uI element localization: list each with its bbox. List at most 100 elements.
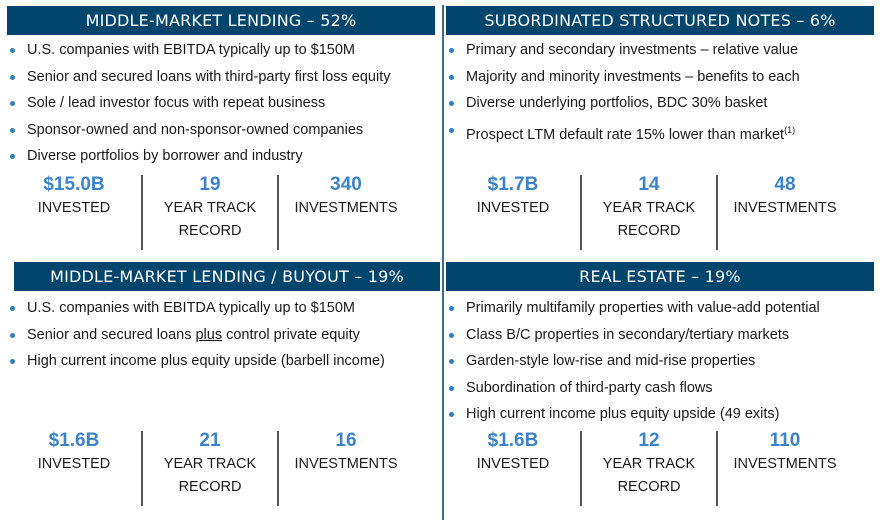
- stat-track-record: 21 YEAR TRACK RECORD: [143, 429, 277, 506]
- panel-middle-market-lending-buyout: MIDDLE-MARKET LENDING / BUYOUT – 19% U.S…: [10, 262, 440, 506]
- stat-invested: $1.7B INVESTED: [446, 173, 580, 250]
- stat-label: YEAR TRACK: [602, 200, 696, 216]
- list-item: Senior and secured loans plus control pr…: [7, 322, 440, 349]
- bullet-icon: [10, 101, 15, 106]
- stat-label: RECORD: [617, 223, 681, 239]
- stats-row: $1.7B INVESTED 14 YEAR TRACK RECORD 48 I…: [446, 173, 874, 250]
- stat-value: 21: [199, 430, 221, 451]
- bullet-icon: [10, 154, 15, 159]
- bullet-icon: [449, 74, 454, 80]
- stat-value: 12: [638, 430, 660, 451]
- list-item: High current income plus equity upside (…: [7, 348, 440, 375]
- panel-real-estate: REAL ESTATE – 19% Primarily multifamily …: [446, 262, 874, 506]
- stat-value: $1.6B: [487, 430, 539, 451]
- stat-value: 340: [330, 174, 362, 195]
- bullet-icon: [449, 306, 454, 311]
- stats-row: $15.0B INVESTED 19 YEAR TRACK RECORD 340…: [7, 173, 435, 250]
- stat-value: $1.7B: [487, 174, 539, 195]
- list-item: Diverse portfolios by borrower and indus…: [7, 143, 435, 170]
- panel-title: REAL ESTATE – 19%: [446, 262, 874, 291]
- stat-investments: 110 INVESTMENTS: [718, 429, 852, 506]
- bullet-list: Primarily multifamily properties with va…: [446, 295, 874, 428]
- stat-investments: 48 INVESTMENTS: [718, 173, 852, 250]
- bullet-list: Primary and secondary investments – rela…: [446, 37, 874, 143]
- panel-middle-market-lending: MIDDLE-MARKET LENDING – 52% U.S. compani…: [7, 6, 435, 250]
- stat-label: RECORD: [617, 479, 681, 495]
- stat-separator: [716, 175, 718, 250]
- stat-label: INVESTMENTS: [294, 456, 398, 472]
- stat-label: YEAR TRACK: [163, 456, 257, 472]
- stat-value: $15.0B: [43, 174, 105, 195]
- stat-invested: $15.0B INVESTED: [7, 173, 141, 250]
- bullet-icon: [10, 127, 15, 133]
- stat-track-record: 14 YEAR TRACK RECORD: [582, 173, 716, 250]
- panel-title: MIDDLE-MARKET LENDING – 52%: [7, 6, 435, 35]
- bullet-list: U.S. companies with EBITDA typically up …: [7, 37, 435, 170]
- stats-row: $1.6B INVESTED 21 YEAR TRACK RECORD 16 I…: [7, 429, 435, 506]
- bullet-icon: [10, 48, 15, 53]
- bullet-list: U.S. companies with EBITDA typically up …: [7, 295, 440, 375]
- stat-investments: 340 INVESTMENTS: [279, 173, 413, 250]
- bullet-icon: [449, 385, 454, 391]
- stat-label: INVESTMENTS: [294, 200, 398, 216]
- stat-label: INVESTED: [476, 200, 550, 216]
- bullet-icon: [449, 359, 454, 364]
- bullet-icon: [10, 359, 15, 364]
- panel-title: MIDDLE-MARKET LENDING / BUYOUT – 19%: [14, 262, 440, 291]
- column-divider: [442, 5, 444, 520]
- bullet-icon: [449, 127, 454, 133]
- stat-investments: 16 INVESTMENTS: [279, 429, 413, 506]
- stat-separator: [141, 431, 143, 506]
- panel-title: SUBORDINATED STRUCTURED NOTES – 6%: [446, 6, 874, 35]
- list-item: Diverse underlying portfolios, BDC 30% b…: [446, 90, 874, 117]
- stat-separator: [580, 175, 582, 250]
- stat-value: 48: [774, 174, 796, 195]
- stat-invested: $1.6B INVESTED: [7, 429, 141, 506]
- stat-label: INVESTMENTS: [733, 200, 837, 216]
- list-item: Senior and secured loans with third-part…: [7, 64, 435, 91]
- list-item: Subordination of third-party cash flows: [446, 375, 874, 402]
- list-item: Sole / lead investor focus with repeat b…: [7, 90, 435, 117]
- stat-separator: [277, 431, 279, 506]
- stat-value: $1.6B: [48, 430, 100, 451]
- stat-label: RECORD: [178, 223, 242, 239]
- stat-separator: [141, 175, 143, 250]
- stat-separator: [277, 175, 279, 250]
- list-item: Sponsor-owned and non-sponsor-owned comp…: [7, 117, 435, 144]
- stat-label: YEAR TRACK: [602, 456, 696, 472]
- list-item: Prospect LTM default rate 15% lower than…: [446, 117, 874, 144]
- stat-invested: $1.6B INVESTED: [446, 429, 580, 506]
- list-item: Majority and minority investments – bene…: [446, 64, 874, 91]
- list-item: Class B/C properties in secondary/tertia…: [446, 322, 874, 349]
- stat-value: 14: [638, 174, 660, 195]
- stat-label: RECORD: [178, 479, 242, 495]
- stat-label: INVESTED: [37, 456, 111, 472]
- panel-subordinated-structured-notes: SUBORDINATED STRUCTURED NOTES – 6% Prima…: [446, 6, 874, 250]
- bullet-icon: [449, 48, 454, 53]
- stat-label: INVESTED: [37, 200, 111, 216]
- stat-label: YEAR TRACK: [163, 200, 257, 216]
- stat-label: INVESTMENTS: [733, 456, 837, 472]
- stat-separator: [580, 431, 582, 506]
- list-item: U.S. companies with EBITDA typically up …: [7, 37, 435, 64]
- stat-track-record: 19 YEAR TRACK RECORD: [143, 173, 277, 250]
- list-item: High current income plus equity upside (…: [446, 401, 874, 428]
- stat-value: 16: [335, 430, 357, 451]
- list-item: Garden-style low-rise and mid-rise prope…: [446, 348, 874, 375]
- stat-track-record: 12 YEAR TRACK RECORD: [582, 429, 716, 506]
- bullet-icon: [449, 412, 454, 417]
- list-item: U.S. companies with EBITDA typically up …: [7, 295, 440, 322]
- bullet-icon: [10, 332, 15, 338]
- stat-label: INVESTED: [476, 456, 550, 472]
- list-item: Primarily multifamily properties with va…: [446, 295, 874, 322]
- stat-separator: [716, 431, 718, 506]
- stats-row: $1.6B INVESTED 12 YEAR TRACK RECORD 110 …: [446, 429, 874, 506]
- list-item: Primary and secondary investments – rela…: [446, 37, 874, 64]
- bullet-icon: [10, 74, 15, 80]
- stat-value: 110: [769, 430, 801, 451]
- bullet-icon: [449, 332, 454, 338]
- bullet-icon: [10, 306, 15, 311]
- stat-value: 19: [199, 174, 221, 195]
- footnote-ref: (1): [784, 124, 796, 135]
- bullet-icon: [449, 101, 454, 106]
